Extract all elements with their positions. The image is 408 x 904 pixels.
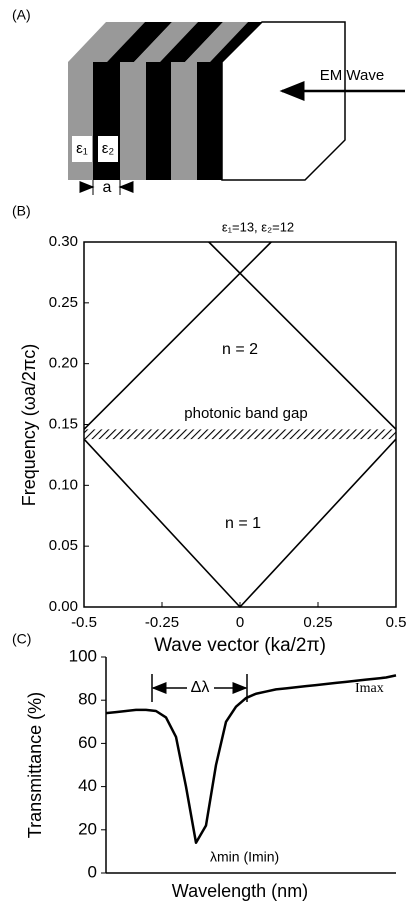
y-tick-label: 20: [78, 819, 97, 838]
layer-label: ε₂: [102, 140, 115, 157]
annotation: Δλ: [191, 679, 210, 696]
y-tick-label: 0.20: [49, 355, 78, 372]
transmittance-line: [105, 674, 397, 845]
y-tick-label: 60: [78, 733, 97, 752]
y-tick-label: 0.10: [49, 476, 78, 493]
y-tick-label: 0.05: [49, 537, 78, 554]
y-tick-label: 40: [78, 776, 97, 795]
annotation: n = 1: [225, 515, 261, 532]
layer-label: ε₁: [76, 140, 88, 157]
chart-title: ε₁=13, ε₂=12: [222, 219, 294, 234]
diagram: (A) ε₁ ε₂ EM Wave a: [12, 7, 405, 196]
panel-label: (C): [12, 631, 31, 647]
y-tick-label: 80: [78, 690, 97, 709]
band-line: [208, 241, 397, 430]
annotation: λmin (Imin): [210, 849, 279, 865]
x-tick-label: 0.5: [386, 614, 407, 631]
wave-label: EM Wave: [320, 67, 384, 84]
annotation: Imax: [355, 681, 384, 696]
panel-label: (A): [12, 7, 31, 23]
x-tick-label: -0.5: [71, 614, 97, 631]
y-axis-label: Frequency (ωa/2πc): [19, 344, 39, 507]
panel-label: (B): [12, 203, 31, 219]
x-tick-label: -0.25: [145, 614, 179, 631]
band-gap-label: photonic band gap: [184, 405, 307, 422]
y-tick-label: 0.25: [49, 294, 78, 311]
band-line: [83, 438, 397, 609]
x-axis-label: Wave vector (ka/2π): [154, 635, 326, 656]
x-tick-label: 0: [236, 614, 244, 631]
plot-frame: [83, 241, 397, 608]
annotation: n = 2: [222, 341, 258, 358]
y-tick-label: 0.15: [49, 415, 78, 432]
x-tick-label: 0.25: [303, 614, 332, 631]
period-label: a: [103, 179, 112, 196]
y-tick-label: 100: [69, 646, 97, 665]
band-line: [83, 241, 272, 430]
y-tick-label: 0: [88, 862, 97, 881]
y-axis-label: Transmittance (%): [25, 692, 45, 838]
y-tick-label: 0.00: [49, 598, 78, 615]
band-gap: [84, 429, 396, 440]
x-axis-label: Wavelength (nm): [172, 881, 308, 901]
y-tick-label: 0.30: [49, 233, 78, 250]
